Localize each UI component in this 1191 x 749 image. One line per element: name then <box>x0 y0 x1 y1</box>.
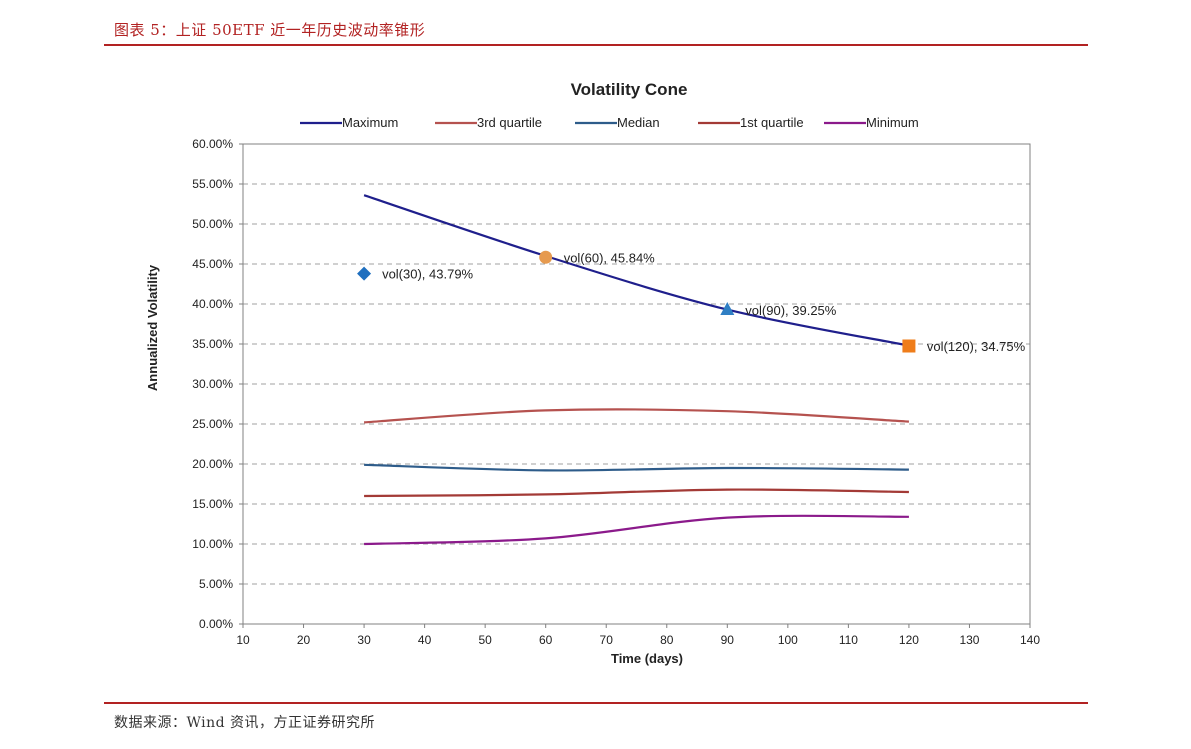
y-tick-label: 20.00% <box>192 457 233 471</box>
series-3rd-quartile <box>364 408 909 424</box>
x-tick-label: 60 <box>539 633 553 647</box>
y-axis-ticks: 0.00% 5.00% 10.00% 15.00% 20.00% 25.00% 30.00%… <box>192 137 243 631</box>
x-tick-label: 10 <box>236 633 250 647</box>
data-source-note: 数据来源：Wind 资讯，方正证券研究所 <box>114 715 376 731</box>
x-tick-label: 20 <box>297 633 311 647</box>
y-axis-label: Annualized Volatility <box>145 264 160 391</box>
chart-legend: Maximum 3rd quartile Median 1st quartile Min… <box>300 115 919 130</box>
chart-gridlines <box>243 183 1030 585</box>
chart-title: Volatility Cone <box>571 80 688 99</box>
vol60-label: vol(60), 45.84% <box>564 250 655 265</box>
footer-divider <box>104 702 1088 704</box>
vol30-label: vol(30), 43.79% <box>382 267 473 282</box>
y-tick-label: 0.00% <box>199 617 233 631</box>
x-tick-label: 140 <box>1020 633 1040 647</box>
legend-label: 3rd quartile <box>477 115 542 130</box>
y-tick-label: 50.00% <box>192 217 233 231</box>
x-tick-label: 120 <box>899 633 919 647</box>
legend-label: 1st quartile <box>740 115 804 130</box>
y-tick-label: 15.00% <box>192 497 233 511</box>
y-tick-label: 25.00% <box>192 417 233 431</box>
y-tick-label: 60.00% <box>192 137 233 151</box>
report-figure-title: 图表 5：上证 50ETF 近一年历史波动率锥形 <box>114 21 426 39</box>
vol-points: vol(30), 43.79% vol(60), 45.84% vol(90), 3… <box>357 250 1026 354</box>
x-tick-label: 90 <box>721 633 735 647</box>
vol60-marker <box>539 250 553 264</box>
vol90-marker <box>720 302 735 315</box>
vol120-label: vol(120), 34.75% <box>927 339 1026 354</box>
vol120-marker <box>902 339 916 353</box>
y-tick-label: 5.00% <box>199 577 233 591</box>
legend-label: Minimum <box>866 115 919 130</box>
series-lines <box>363 194 910 546</box>
y-tick-label: 35.00% <box>192 337 233 351</box>
x-tick-label: 130 <box>959 633 979 647</box>
series-1st-quartile <box>364 488 909 498</box>
x-tick-label: 50 <box>478 633 492 647</box>
y-tick-label: 30.00% <box>192 377 233 391</box>
vol30-marker <box>357 266 372 281</box>
y-tick-label: 55.00% <box>192 177 233 191</box>
y-tick-label: 45.00% <box>192 257 233 271</box>
series-maximum <box>363 194 910 347</box>
legend-label: Maximum <box>342 115 398 130</box>
x-tick-label: 100 <box>778 633 798 647</box>
x-tick-label: 80 <box>660 633 674 647</box>
y-tick-label: 10.00% <box>192 537 233 551</box>
series-median <box>364 463 909 472</box>
header-divider <box>104 44 1088 46</box>
legend-label: Median <box>617 115 660 130</box>
x-tick-label: 30 <box>357 633 371 647</box>
x-tick-label: 70 <box>600 633 614 647</box>
x-axis-ticks: 10 20 30 40 50 60 70 80 90 100 110 120 130 140 <box>236 624 1040 647</box>
series-minimum <box>364 514 909 546</box>
y-tick-label: 40.00% <box>192 297 233 311</box>
x-axis-label: Time (days) <box>611 651 683 666</box>
vol90-label: vol(90), 39.25% <box>745 303 836 318</box>
x-tick-label: 110 <box>839 633 858 647</box>
x-tick-label: 40 <box>418 633 432 647</box>
